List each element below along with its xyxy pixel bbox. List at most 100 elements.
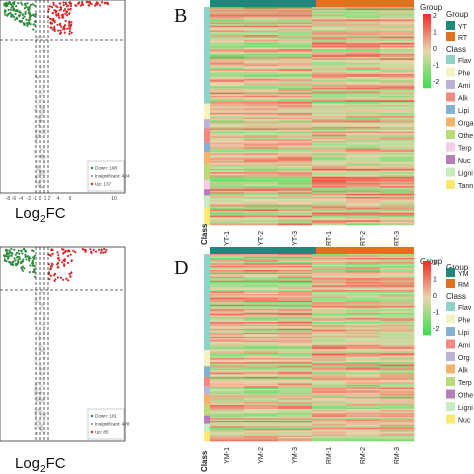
heat-cell <box>380 212 415 215</box>
heat-cell <box>380 323 415 326</box>
heat-cell <box>210 217 245 220</box>
heat-cell <box>380 276 415 279</box>
heat-cell <box>210 176 245 179</box>
scale-swatch <box>423 333 431 336</box>
volcano-point-down <box>31 262 34 265</box>
heat-cell <box>278 77 313 79</box>
heat-cell <box>210 97 245 100</box>
heat-cell <box>244 95 279 98</box>
heat-cell <box>312 139 347 142</box>
volcano-point-up <box>68 1 71 4</box>
heat-cell <box>210 123 245 126</box>
heat-cell <box>244 331 279 334</box>
heat-cell <box>244 431 279 434</box>
heat-cell <box>312 330 347 332</box>
heat-cell <box>244 142 279 145</box>
heat-cell <box>346 214 381 216</box>
heat-cell <box>278 339 313 342</box>
heat-cell <box>210 267 245 269</box>
volcano-point-down <box>25 5 28 8</box>
heat-cell <box>346 348 381 351</box>
heat-cell <box>278 27 313 30</box>
heat-cell <box>346 86 381 89</box>
heat-cell <box>244 24 279 26</box>
heat-cell <box>380 173 415 176</box>
volcano-point-insignificant <box>36 97 39 100</box>
heat-cell <box>210 326 245 328</box>
heat-cell <box>380 280 415 283</box>
heat-cell <box>244 164 279 167</box>
heat-cell <box>380 206 415 209</box>
volcano-point-down <box>9 8 12 11</box>
heat-cell <box>346 266 381 268</box>
heat-cell <box>380 434 415 436</box>
panel-a-x-label-tail: FC <box>46 205 66 222</box>
heat-cell <box>210 423 245 426</box>
heat-cell <box>346 411 381 414</box>
heat-cell <box>278 271 313 273</box>
heat-cell <box>346 182 381 185</box>
heat-cell <box>210 263 245 265</box>
heat-cell <box>380 391 415 394</box>
volcano-point-insignificant <box>37 120 40 123</box>
heat-cell <box>244 312 279 315</box>
heat-cell <box>210 276 245 279</box>
heat-cell <box>278 7 313 9</box>
heat-cell <box>210 111 245 114</box>
heat-cell <box>210 438 245 440</box>
heat-cell <box>380 200 415 202</box>
heat-cell <box>346 318 381 320</box>
heat-cell <box>210 431 245 434</box>
heat-cell <box>380 355 415 358</box>
heat-cell <box>244 382 279 384</box>
heat-cell <box>244 291 279 294</box>
heat-cell <box>278 218 313 221</box>
heat-cell <box>312 431 347 434</box>
volcano-point-down <box>5 249 8 252</box>
heat-cell <box>346 36 381 39</box>
heat-cell <box>312 428 347 431</box>
heat-cell <box>346 41 381 44</box>
heat-cell <box>380 117 415 120</box>
heat-cell <box>210 128 245 131</box>
scale-swatch <box>423 262 431 265</box>
heat-cell <box>210 200 245 202</box>
heat-cell <box>312 278 347 280</box>
heat-cell <box>244 144 279 146</box>
heat-cell <box>312 13 347 16</box>
heat-cell <box>244 30 279 33</box>
volcano-point-insignificant <box>36 424 40 427</box>
volcano-point-up <box>60 6 63 9</box>
heat-cell <box>278 64 313 67</box>
heat-cell <box>210 195 245 198</box>
heat-cell <box>380 137 415 140</box>
class-swatch <box>446 327 455 336</box>
heat-cell <box>278 59 313 62</box>
heat-cell <box>380 70 415 73</box>
heat-cell <box>380 83 415 86</box>
heat-cell <box>278 415 313 418</box>
heat-cell <box>210 332 245 335</box>
heat-cell <box>380 122 415 125</box>
heat-cell <box>244 73 279 76</box>
volcano-point-up <box>56 263 59 266</box>
heat-cell <box>210 428 245 431</box>
volcano-point-insignificant <box>43 326 46 329</box>
panel-b-sample-labels: YT-1 YT-2 YT-3 RT-1 RT-2 RT-3 <box>224 231 401 246</box>
heat-cell <box>312 201 347 204</box>
heat-cell <box>210 190 245 193</box>
heat-cell <box>346 97 381 100</box>
heat-cell <box>244 292 279 295</box>
heat-cell <box>210 334 245 336</box>
heat-cell <box>312 158 347 160</box>
heat-cell <box>346 187 381 190</box>
heat-cell <box>244 182 279 185</box>
heat-cell <box>210 137 245 140</box>
heat-cell <box>210 101 245 104</box>
heat-cell <box>210 294 245 296</box>
volcano-point-up <box>104 2 107 5</box>
heat-cell <box>244 355 279 358</box>
heat-cell <box>312 420 347 423</box>
heat-cell <box>346 394 381 396</box>
heat-cell <box>244 109 279 112</box>
